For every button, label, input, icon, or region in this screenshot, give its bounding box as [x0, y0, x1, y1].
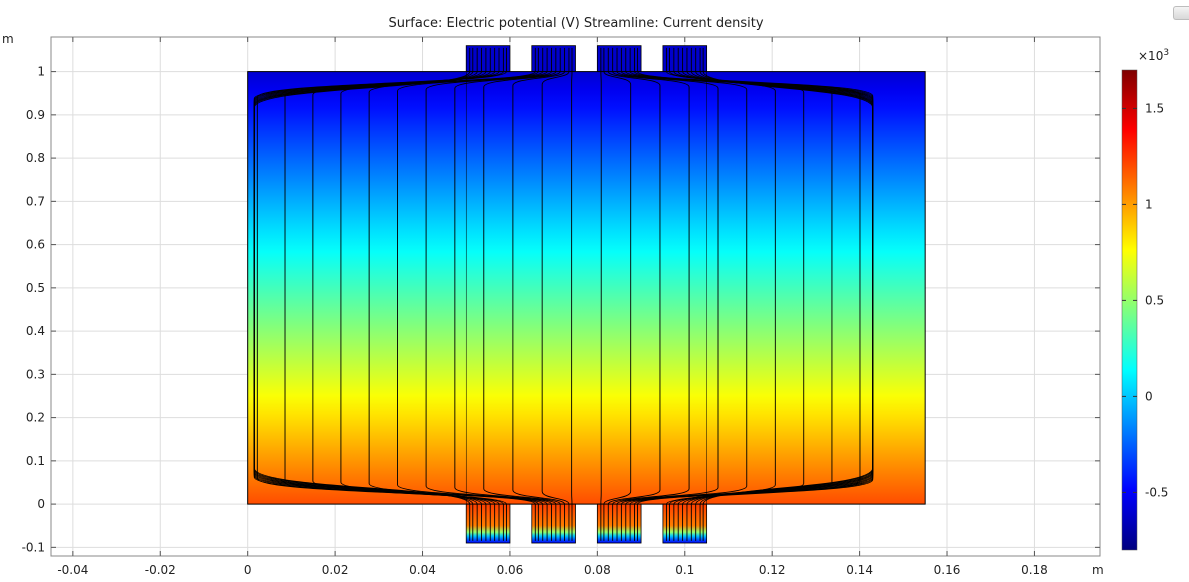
colorbar-gradient: [1121, 69, 1138, 551]
geometry-outline: [247, 45, 926, 544]
streamline: [603, 47, 632, 541]
colorbar-tick-label: -0.5: [1145, 485, 1168, 499]
top-electrode: [466, 45, 510, 72]
streamline: [541, 47, 570, 541]
y-tick-label: 0.8: [26, 151, 45, 165]
colorbar-exponent: 3: [1163, 48, 1169, 58]
y-tick-label: 0: [37, 497, 45, 511]
x-tick-label: 0.06: [497, 563, 524, 577]
y-axis-ticks: -0.1 0 0.1 0.2 0.3 0.4 0.5 0.6 0.7 0.8 0.9 1: [22, 65, 1100, 554]
top-electrode: [531, 45, 576, 72]
streamline: [616, 47, 719, 541]
bottom-electrode: [466, 504, 510, 544]
plot-title: Surface: Electric potential (V) Streamli…: [388, 16, 763, 31]
current-streamlines: [253, 47, 874, 541]
streamline: [607, 47, 661, 541]
streamline: [454, 47, 557, 541]
x-axis-ticks: -0.04 -0.02 0 0.02 0.04 0.06 0.08 0.1 0.12 0.14 0.…: [57, 37, 1048, 577]
y-axis-unit: m: [2, 32, 14, 46]
y-tick-label: -0.1: [22, 540, 45, 554]
colorbar-tick-label: 0: [1145, 389, 1153, 403]
colorbar-ticks: 1.5 1 0.5 0 -0.5: [1122, 101, 1168, 499]
y-tick-label: 1: [37, 65, 45, 79]
colorbar-tick-label: 0.5: [1145, 293, 1164, 307]
y-tick-label: 0.7: [26, 194, 45, 208]
potential-surface: [247, 45, 926, 544]
top-electrode: [662, 45, 707, 72]
bottom-electrode: [597, 504, 642, 544]
x-tick-label: 0.12: [759, 563, 786, 577]
toolbar-toggle-button[interactable]: [1173, 6, 1189, 20]
x-tick-label: 0: [244, 563, 252, 577]
x-tick-label: 0.1: [675, 563, 694, 577]
colorbar-tick-label: 1: [1145, 197, 1153, 211]
domain-surface: [247, 71, 926, 505]
top-electrode: [597, 45, 642, 72]
x-tick-label: 0.18: [1021, 563, 1048, 577]
colorbar: ×103 1.5 1 0.5 0 -0.5: [1121, 48, 1169, 551]
colorbar-tick-label: 1.5: [1145, 101, 1164, 115]
streamline: [483, 47, 561, 541]
y-tick-label: 0.2: [26, 411, 45, 425]
streamline: [284, 47, 507, 541]
streamline: [612, 47, 690, 541]
y-tick-label: 0.3: [26, 367, 45, 381]
y-tick-label: 0.6: [26, 238, 45, 252]
y-tick-label: 0.9: [26, 108, 45, 122]
x-tick-label: -0.04: [57, 563, 88, 577]
bottom-electrode: [531, 504, 576, 544]
domain-outline: [247, 71, 926, 505]
colorbar-multiplier: ×103: [1138, 48, 1169, 63]
x-tick-label: 0.14: [846, 563, 873, 577]
streamline: [637, 47, 861, 541]
x-tick-label: 0.08: [584, 563, 611, 577]
y-tick-label: 0.4: [26, 324, 45, 338]
y-tick-label: 0.5: [26, 281, 45, 295]
streamline: [702, 47, 874, 541]
x-tick-label: 0.16: [934, 563, 961, 577]
bottom-electrode: [662, 504, 707, 544]
x-tick-label: 0.04: [409, 563, 436, 577]
y-tick-label: 0.1: [26, 454, 45, 468]
streamline: [512, 47, 566, 541]
x-tick-label: 0.02: [322, 563, 349, 577]
x-axis-unit: m: [1092, 563, 1104, 577]
x-tick-label: -0.02: [145, 563, 176, 577]
